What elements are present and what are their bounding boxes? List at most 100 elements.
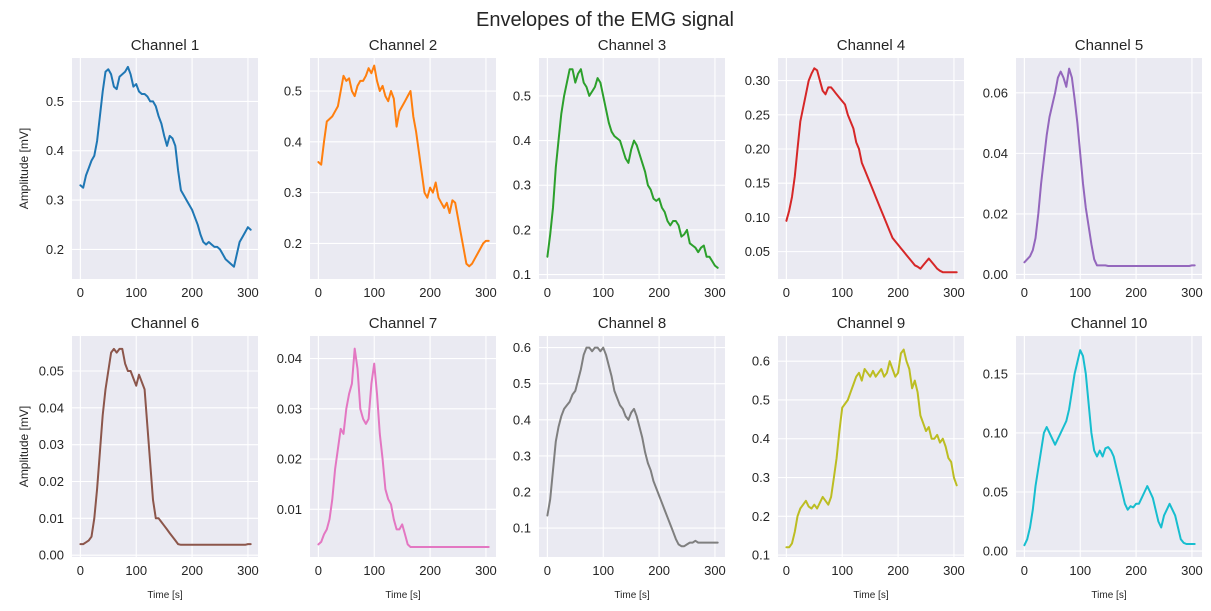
y-tick-label: 0.5 <box>513 88 531 103</box>
y-tick-label: 0.05 <box>745 244 770 259</box>
x-tick-label: 0 <box>315 285 322 300</box>
series-line-channel-2 <box>317 64 490 268</box>
y-tick-label: 0.3 <box>513 178 531 193</box>
y-tick-label: 0.3 <box>284 185 302 200</box>
panel-channel-4: 0 100 200 300 0.05 0.10 0.15 0.20 0.25 0.30 Channe… <box>745 37 965 300</box>
y-tick-label: 0.2 <box>752 509 770 524</box>
x-tick-label: 0 <box>544 285 551 300</box>
figure-title: Envelopes of the EMG signal <box>476 9 734 31</box>
panel-title: Channel 3 <box>598 37 666 54</box>
panel-channel-10: 0 100 200 300 0.00 0.05 0.10 0.15 Channel 10 Time… <box>983 315 1203 601</box>
panel-title: Channel 5 <box>1075 37 1143 54</box>
x-tick-label: 300 <box>237 285 259 300</box>
x-tick-label: 100 <box>1069 285 1091 300</box>
plot-area <box>310 336 496 557</box>
x-tick-label: 300 <box>1181 285 1203 300</box>
x-tick-label: 0 <box>783 563 790 578</box>
x-tick-label: 200 <box>181 563 203 578</box>
x-tick-label: 300 <box>475 285 497 300</box>
x-tick-label: 300 <box>943 285 965 300</box>
panel-channel-7: 0 100 200 300 0.01 0.02 0.03 0.04 Channel 7 Time … <box>277 315 497 601</box>
y-tick-label: 0.03 <box>39 437 64 452</box>
panel-title: Channel 4 <box>837 37 905 54</box>
x-tick-label: 200 <box>648 285 670 300</box>
y-tick-label: 0.1 <box>513 267 531 282</box>
panel-channel-2: 0 100 200 300 0.2 0.3 0.4 0.5 Channel 2 <box>284 37 497 300</box>
x-tick-label: 100 <box>363 285 385 300</box>
panel-title: Channel 7 <box>369 315 437 332</box>
y-tick-label: 0.1 <box>752 548 770 563</box>
series-line-channel-10 <box>1023 349 1196 547</box>
y-tick-label: 0.2 <box>513 222 531 237</box>
y-tick-label: 0.04 <box>277 351 302 366</box>
panel-channel-6: 0 100 200 300 0.00 0.01 0.02 0.03 0.04 0.05 Channe… <box>17 315 259 601</box>
y-tick-label: 0.00 <box>983 267 1008 282</box>
y-tick-label: 0.2 <box>46 242 64 257</box>
x-tick-label: 100 <box>1069 563 1091 578</box>
y-tick-label: 0.1 <box>513 521 531 536</box>
x-axis-label: Time [s] <box>147 590 182 601</box>
series-line-channel-4 <box>785 67 958 274</box>
y-tick-label: 0.2 <box>284 236 302 251</box>
y-tick-label: 0.06 <box>983 85 1008 100</box>
y-tick-label: 0.03 <box>277 401 302 416</box>
y-tick-label: 0.00 <box>983 544 1008 559</box>
x-tick-label: 200 <box>887 563 909 578</box>
plot-area <box>778 336 964 557</box>
y-tick-label: 0.10 <box>745 210 770 225</box>
y-tick-label: 0.4 <box>46 143 64 158</box>
y-tick-label: 0.25 <box>745 107 770 122</box>
y-tick-label: 0.5 <box>752 392 770 407</box>
x-tick-label: 300 <box>943 563 965 578</box>
y-axis-label: Amplitude [mV] <box>17 128 31 209</box>
x-tick-label: 0 <box>783 285 790 300</box>
panel-title: Channel 10 <box>1071 315 1148 332</box>
y-tick-label: 0.15 <box>745 176 770 191</box>
x-tick-label: 300 <box>704 563 726 578</box>
series-line-channel-5 <box>1023 67 1196 267</box>
y-tick-label: 0.3 <box>752 470 770 485</box>
x-tick-label: 100 <box>592 285 614 300</box>
y-tick-label: 0.02 <box>39 474 64 489</box>
channel-panels: 0 100 200 300 0.2 0.3 0.4 0.5 Channel 1 Amplitude… <box>17 37 1203 601</box>
x-tick-label: 100 <box>363 563 385 578</box>
y-tick-label: 0.04 <box>39 400 64 415</box>
y-tick-label: 0.05 <box>983 485 1008 500</box>
y-axis-label: Amplitude [mV] <box>17 406 31 487</box>
x-tick-label: 300 <box>1181 563 1203 578</box>
series-line-channel-1 <box>79 65 252 268</box>
panel-title: Channel 1 <box>131 37 199 54</box>
series-line-channel-7 <box>317 347 490 548</box>
x-tick-label: 300 <box>475 563 497 578</box>
series-line-channel-9 <box>785 348 958 549</box>
y-tick-label: 0.02 <box>983 206 1008 221</box>
plot-area <box>72 58 258 279</box>
y-tick-label: 0.05 <box>39 363 64 378</box>
panel-channel-3: 0 100 200 300 0.1 0.2 0.3 0.4 0.5 Channel 3 <box>513 37 726 300</box>
x-tick-label: 200 <box>1125 563 1147 578</box>
y-tick-label: 0.00 <box>39 548 64 563</box>
x-tick-label: 300 <box>237 563 259 578</box>
x-axis-label: Time [s] <box>1091 590 1126 601</box>
x-tick-label: 0 <box>77 285 84 300</box>
panel-title: Channel 8 <box>598 315 666 332</box>
y-tick-label: 0.3 <box>46 193 64 208</box>
panel-channel-9: 0 100 200 300 0.1 0.2 0.3 0.4 0.5 0.6 Channel 9 Tim… <box>752 315 965 601</box>
y-tick-label: 0.4 <box>513 133 531 148</box>
x-tick-label: 200 <box>887 285 909 300</box>
y-tick-label: 0.4 <box>752 431 770 446</box>
panel-title: Channel 6 <box>131 315 199 332</box>
x-tick-label: 0 <box>1021 285 1028 300</box>
y-tick-label: 0.10 <box>983 425 1008 440</box>
series-line-channel-6 <box>79 347 252 546</box>
y-tick-label: 0.04 <box>983 146 1008 161</box>
panel-channel-8: 0 100 200 300 0.1 0.2 0.3 0.4 0.5 0.6 Channel 8 Tim… <box>513 315 726 601</box>
x-tick-label: 100 <box>592 563 614 578</box>
plot-area <box>72 336 258 557</box>
y-tick-label: 0.6 <box>513 340 531 355</box>
panel-channel-1: 0 100 200 300 0.2 0.3 0.4 0.5 Channel 1 Amplitude… <box>17 37 259 300</box>
plot-area <box>539 336 725 557</box>
x-tick-label: 100 <box>125 285 147 300</box>
x-tick-label: 200 <box>181 285 203 300</box>
x-tick-label: 200 <box>419 285 441 300</box>
